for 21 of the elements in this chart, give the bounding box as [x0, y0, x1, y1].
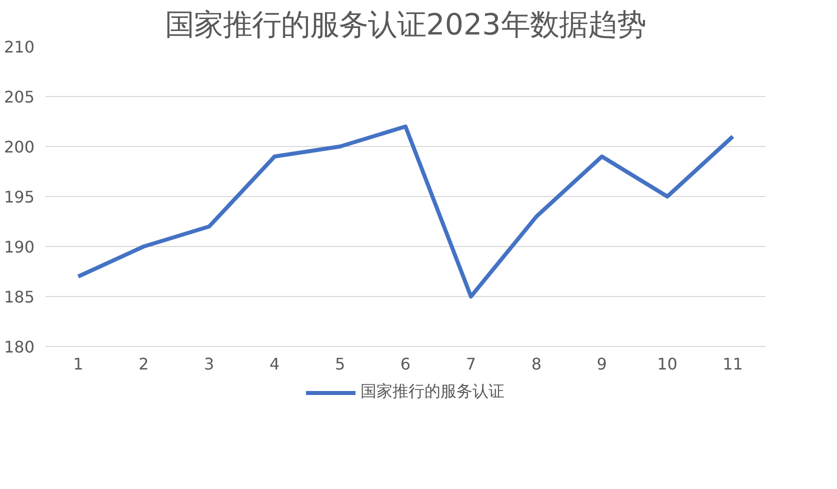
x-tick-label: 2	[138, 354, 149, 374]
x-tick-label: 9	[596, 354, 607, 374]
legend-label: 国家推行的服务认证	[360, 382, 504, 402]
x-tick-label: 6	[400, 354, 411, 374]
x-tick-label: 5	[334, 354, 346, 374]
y-tick-label: 195	[4, 188, 35, 206]
x-tick-label: 4	[270, 354, 280, 374]
y-tick-label: 210	[4, 38, 35, 56]
x-tick-label: 7	[466, 354, 476, 374]
y-tick-label: 200	[4, 138, 35, 156]
x-tick-label: 8	[531, 354, 542, 374]
line-series	[76, 124, 735, 298]
y-tick-label: 205	[4, 88, 35, 106]
x-tick-label: 10	[657, 354, 678, 374]
chart-title: 国家推行的服务认证2023年数据趋势	[165, 8, 646, 42]
y-tick-label: 185	[4, 288, 35, 306]
x-tick-label: 11	[722, 354, 743, 374]
x-tick-label: 1	[73, 354, 84, 374]
x-tick-label: 3	[204, 354, 214, 374]
y-tick-label: 180	[4, 338, 35, 356]
y-tick-label: 190	[4, 238, 35, 256]
